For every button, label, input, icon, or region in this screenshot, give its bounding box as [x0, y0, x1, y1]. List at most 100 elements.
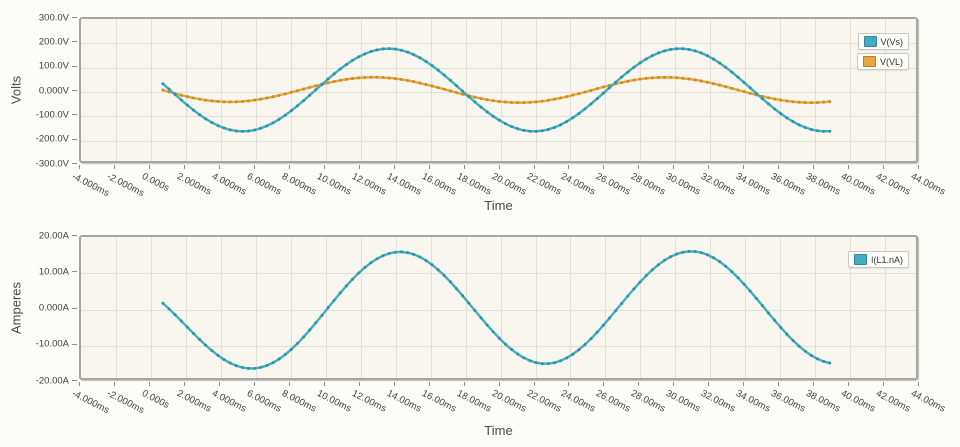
- x-tick-mark: [603, 382, 605, 386]
- series-marker-vvl: [822, 100, 826, 104]
- x-tick-label: -4.000ms: [70, 171, 112, 200]
- series-marker-il1na: [393, 250, 397, 254]
- series-marker-vvl: [571, 93, 575, 97]
- series-marker-vvl: [589, 88, 593, 92]
- x-gridline: [710, 237, 712, 378]
- series-marker-vvs: [583, 107, 587, 111]
- series-marker-vvs: [240, 129, 244, 133]
- series-marker-vvl: [247, 99, 251, 103]
- x-tick-mark: [568, 382, 570, 386]
- x-tick-label: 26.00ms: [594, 171, 633, 198]
- series-marker-vvl: [424, 82, 428, 86]
- series-marker-vvl: [259, 97, 263, 101]
- x-tick-label: 32.00ms: [699, 171, 738, 198]
- legend-swatch-vvl-icon: [862, 56, 876, 67]
- series-marker-vvs: [559, 123, 563, 127]
- y-tick-mark: [72, 271, 77, 273]
- y-tick-label: 0.000V: [38, 85, 69, 96]
- x-tick-mark: [288, 382, 290, 386]
- y-tick-mark: [72, 65, 77, 67]
- series-marker-il1na: [424, 258, 428, 262]
- series-marker-vvl: [216, 99, 220, 103]
- series-marker-vvl: [705, 80, 709, 84]
- series-marker-vvl: [497, 99, 501, 103]
- series-marker-il1na: [822, 359, 826, 363]
- series-marker-vvl: [436, 86, 440, 90]
- x-tick-label: 36.00ms: [769, 171, 808, 198]
- x-tick-mark: [568, 165, 570, 169]
- x-gridline: [116, 237, 117, 378]
- series-marker-vvl: [314, 84, 318, 88]
- x-tick-mark: [918, 382, 919, 386]
- x-tick-mark: [358, 165, 360, 169]
- series-marker-il1na: [314, 321, 318, 325]
- series-marker-vvs: [369, 50, 373, 54]
- legend-label-vvs: V(Vs): [880, 36, 904, 47]
- series-marker-il1na: [430, 263, 434, 267]
- series-marker-vvs: [351, 58, 355, 62]
- series-line-vvs: [161, 47, 831, 133]
- series-marker-vvs: [797, 123, 801, 127]
- series-marker-il1na: [473, 308, 477, 312]
- series-marker-vvs: [681, 47, 685, 51]
- x-gridline: [885, 237, 886, 378]
- series-marker-vvs: [779, 112, 783, 116]
- x-gridline: [465, 19, 467, 161]
- x-gridline: [850, 237, 852, 378]
- series-marker-vvs: [399, 48, 403, 52]
- series-marker-vvl: [791, 100, 795, 104]
- series-marker-il1na: [289, 347, 293, 351]
- series-marker-il1na: [773, 318, 777, 322]
- series-marker-vvs: [595, 97, 599, 101]
- series-marker-vvs: [357, 55, 361, 59]
- x-tick-label: 28.00ms: [629, 171, 668, 198]
- series-marker-vvs: [571, 116, 575, 120]
- legend-item-il1na[interactable]: I(L1.nA): [847, 251, 909, 268]
- x-tick-mark: [638, 382, 640, 386]
- series-marker-il1na: [277, 357, 281, 361]
- series-marker-il1na: [632, 287, 636, 291]
- x-gridline: [500, 19, 502, 161]
- series-marker-vvl: [638, 77, 642, 81]
- series-marker-vvl: [663, 75, 667, 79]
- series-marker-vvs: [406, 50, 410, 54]
- legend-item-vvs[interactable]: V(Vs): [857, 33, 909, 50]
- amperes-time-axis-title: Time: [484, 423, 513, 438]
- series-marker-vvl: [546, 98, 550, 102]
- series-marker-vvl: [375, 75, 379, 79]
- y-gridline: [81, 116, 916, 118]
- legend-label-vvl: V(VL): [879, 56, 903, 67]
- series-marker-vvs: [289, 109, 293, 113]
- series-marker-il1na: [577, 348, 581, 352]
- series-marker-il1na: [179, 319, 183, 323]
- series-marker-il1na: [803, 349, 807, 353]
- volts-plot-area[interactable]: V(Vs) V(VL): [79, 17, 918, 163]
- series-marker-il1na: [283, 353, 287, 357]
- series-marker-il1na: [198, 337, 202, 341]
- x-tick-label: 14.00ms: [384, 388, 423, 415]
- y-gridline: [81, 345, 916, 347]
- x-tick-mark: [848, 382, 850, 386]
- series-marker-vvs: [699, 51, 703, 55]
- x-tick-label: 28.00ms: [629, 388, 668, 415]
- series-marker-vvl: [399, 77, 403, 81]
- series-marker-il1na: [675, 252, 679, 256]
- series-marker-vvl: [228, 100, 232, 104]
- series-marker-il1na: [754, 296, 758, 300]
- x-tick-mark: [533, 165, 535, 169]
- legend-item-vvl[interactable]: V(VL): [856, 53, 909, 70]
- series-marker-vvs: [748, 86, 752, 90]
- x-tick-mark: [288, 165, 290, 169]
- amperes-plot-area[interactable]: I(L1.nA): [79, 235, 918, 380]
- x-tick-mark: [603, 165, 605, 169]
- series-marker-vvs: [191, 108, 195, 112]
- series-marker-vvl: [559, 96, 563, 100]
- series-marker-vvs: [534, 129, 538, 133]
- series-marker-vvl: [828, 100, 832, 104]
- series-marker-vvs: [742, 80, 746, 84]
- series-marker-vvl: [540, 99, 544, 103]
- series-marker-vvs: [216, 124, 220, 128]
- series-marker-vvs: [271, 121, 275, 125]
- series-marker-il1na: [559, 359, 563, 363]
- series-marker-vvl: [601, 85, 605, 89]
